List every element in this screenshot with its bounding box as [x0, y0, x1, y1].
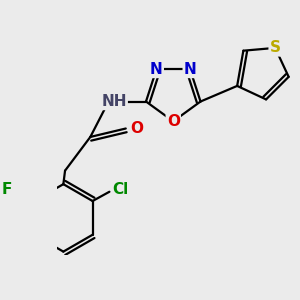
Text: N: N [184, 62, 196, 77]
Text: Cl: Cl [112, 182, 128, 197]
Text: S: S [270, 40, 281, 56]
Text: NH: NH [101, 94, 127, 109]
Text: O: O [130, 121, 143, 136]
Text: O: O [167, 114, 180, 129]
Text: F: F [1, 182, 11, 197]
Text: N: N [150, 62, 163, 77]
